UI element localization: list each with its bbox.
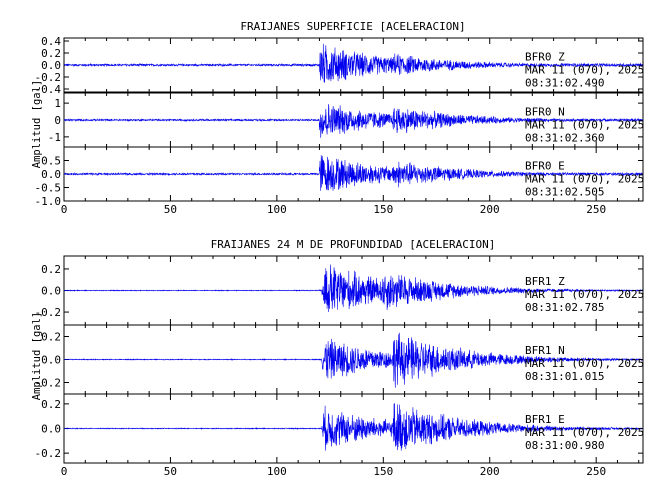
y-tick-label: 0.0 bbox=[41, 168, 61, 181]
y-tick-label: -0.5 bbox=[35, 182, 62, 195]
station-component-label: BFR1 Z bbox=[525, 275, 565, 288]
x-tick-label: 0 bbox=[61, 203, 68, 216]
station-component-label: BFR0 Z bbox=[525, 51, 565, 64]
y-tick-label: -0.4 bbox=[35, 83, 62, 96]
y-tick-label: 0.4 bbox=[41, 35, 61, 48]
time-label: 08:31:01.015 bbox=[525, 370, 604, 383]
x-tick-label: 250 bbox=[586, 203, 606, 216]
waveform-trace bbox=[63, 403, 644, 451]
time-label: 08:31:00.980 bbox=[525, 439, 604, 452]
x-tick-label: 200 bbox=[480, 465, 500, 478]
date-label: MAR 11 (070), 2025 bbox=[525, 288, 644, 301]
time-label: 08:31:02.785 bbox=[525, 301, 604, 314]
x-tick-label: 150 bbox=[373, 203, 393, 216]
x-tick-label: 100 bbox=[267, 465, 287, 478]
waveform-trace bbox=[64, 332, 643, 388]
y-tick-label: 0 bbox=[54, 114, 61, 127]
date-label: MAR 11 (070), 2025 bbox=[525, 119, 644, 132]
y-tick-label: 0.2 bbox=[41, 47, 61, 60]
y-tick-label: -1 bbox=[48, 131, 61, 144]
y-tick-label: 0.0 bbox=[41, 423, 61, 436]
date-label: MAR 11 (070), 2025 bbox=[525, 357, 644, 370]
x-tick-label: 200 bbox=[480, 203, 500, 216]
chart-title-borehole: FRAIJANES 24 M DE PROFUNDIDAD [ACELERACI… bbox=[211, 238, 496, 251]
date-label: MAR 11 (070), 2025 bbox=[525, 426, 644, 439]
x-tick-label: 250 bbox=[586, 465, 606, 478]
y-tick-label: 0.2 bbox=[41, 331, 61, 344]
waveform-trace bbox=[64, 43, 644, 83]
y-tick-label: 0.0 bbox=[41, 354, 61, 367]
station-component-label: BFR0 N bbox=[525, 106, 565, 119]
station-component-label: BFR1 E bbox=[525, 413, 565, 426]
date-label: MAR 11 (070), 2025 bbox=[525, 173, 644, 186]
y-tick-label: -0.2 bbox=[35, 71, 62, 84]
time-label: 08:31:02.490 bbox=[525, 77, 604, 90]
waveform-trace bbox=[63, 264, 644, 313]
x-tick-label: 150 bbox=[373, 465, 393, 478]
date-label: MAR 11 (070), 2025 bbox=[525, 64, 644, 77]
y-tick-label: -0.2 bbox=[35, 377, 62, 390]
y-tick-label: 0.0 bbox=[41, 285, 61, 298]
y-tick-label: 0.5 bbox=[41, 155, 61, 168]
y-tick-label: -0.2 bbox=[35, 306, 62, 319]
x-tick-label: 50 bbox=[164, 465, 177, 478]
station-component-label: BFR0 E bbox=[525, 160, 565, 173]
waveform-trace bbox=[63, 155, 644, 191]
y-tick-label: 0.2 bbox=[41, 263, 61, 276]
station-component-label: BFR1 N bbox=[525, 344, 565, 357]
chart-title-surface: FRAIJANES SUPERFICIE [ACELERACION] bbox=[240, 20, 465, 33]
y-tick-label: -1.0 bbox=[35, 195, 62, 208]
y-tick-label: 0.0 bbox=[41, 59, 61, 72]
x-tick-label: 0 bbox=[61, 465, 68, 478]
y-axis-label-surface: Amplitud [gal] bbox=[31, 80, 43, 169]
x-tick-label: 50 bbox=[164, 203, 177, 216]
x-tick-label: 100 bbox=[267, 203, 287, 216]
time-label: 08:31:02.360 bbox=[525, 132, 604, 145]
y-axis-label-borehole: Amplitud [gal] bbox=[31, 312, 43, 401]
y-tick-label: 0.2 bbox=[41, 398, 61, 411]
waveform-trace bbox=[63, 104, 643, 138]
y-tick-label: -0.2 bbox=[35, 447, 62, 460]
y-tick-label: 1 bbox=[54, 97, 61, 110]
time-label: 08:31:02.505 bbox=[525, 186, 604, 199]
